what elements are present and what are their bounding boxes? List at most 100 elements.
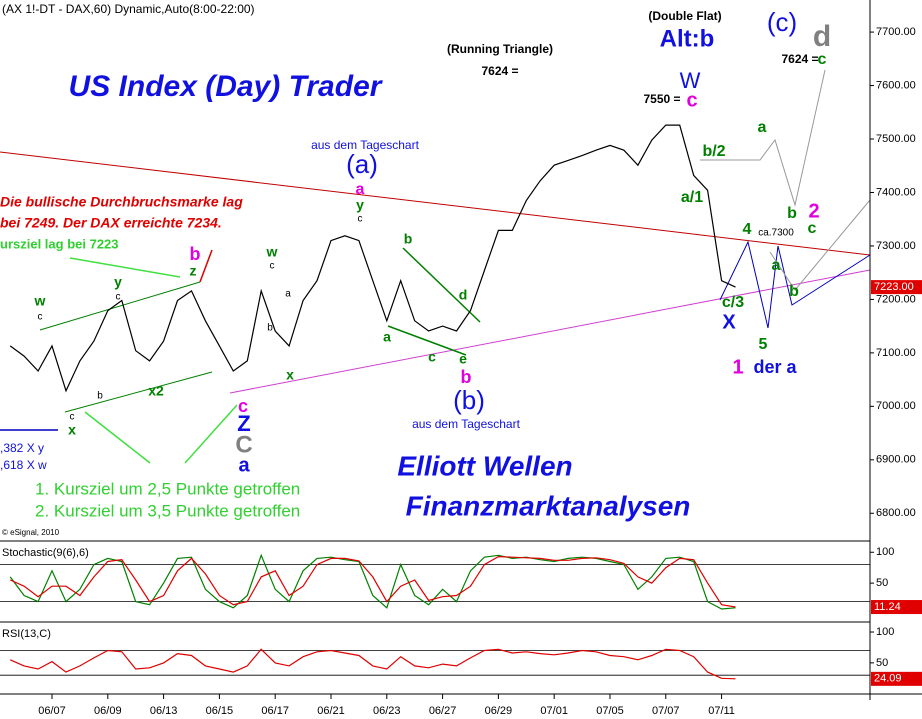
annotation: w	[34, 293, 46, 309]
annotation: ,618 X w	[0, 458, 47, 472]
annotation: a	[285, 289, 291, 300]
annotation: bei 7249. Der DAX erreichte 7234.	[0, 215, 222, 231]
trend-line	[0, 151, 871, 256]
annotation: ,382 X y	[0, 441, 44, 455]
annotation: c	[808, 220, 817, 237]
annotation: (Running Triangle)	[447, 42, 553, 56]
annotation: (Double Flat)	[648, 9, 721, 23]
annotation: a	[772, 257, 781, 274]
x-tick-label: 06/21	[317, 705, 345, 717]
annotation: X	[722, 311, 736, 333]
annotation: y	[356, 197, 364, 213]
annotation: c	[686, 89, 697, 111]
annotation: c/3	[722, 294, 744, 311]
channel-line	[39, 281, 201, 331]
y-tick-label: 6900.00	[876, 454, 916, 466]
annotation: aus dem Tageschart	[311, 138, 420, 152]
annotation: a	[238, 454, 250, 476]
price-line	[9, 553, 736, 610]
annotation: 7550 =	[643, 92, 680, 106]
y-tick-label: 7300.00	[876, 240, 916, 252]
projection	[769, 199, 871, 291]
price-tag-label: 7223.00	[874, 281, 914, 293]
annotation: (b)	[453, 385, 485, 415]
y-tick-label: 7700.00	[876, 26, 916, 38]
price-line	[9, 555, 736, 608]
annotation: z	[190, 263, 197, 279]
annotation: b	[267, 323, 273, 334]
annotation: c	[818, 51, 827, 68]
price-line	[9, 648, 736, 680]
annotation: b	[789, 283, 799, 300]
annotation: c	[116, 292, 121, 303]
annotation: x2	[148, 383, 164, 399]
panel-title: Stochastic(9(6),6)	[2, 547, 89, 559]
x-tick-label: 07/01	[540, 705, 568, 717]
annotation: 7624 =	[781, 52, 818, 66]
arrow	[199, 249, 213, 283]
x-tick-label: 06/07	[38, 705, 66, 717]
annotation: ursziel lag bei 7223	[0, 236, 119, 251]
annotation: c	[70, 412, 75, 423]
annotation: a	[356, 181, 365, 198]
y-tick-label: 100	[876, 626, 894, 638]
triangle-line	[387, 325, 467, 356]
panel-title: (AX 1!-DT - DAX,60) Dynamic,Auto(8:00-22…	[2, 2, 255, 16]
annotation: c	[238, 396, 248, 416]
drawings	[0, 0, 922, 700]
arrow	[184, 404, 238, 464]
annotation: 7624 =	[481, 64, 518, 78]
annotation: Die bullische Durchbruchsmarke lag	[0, 194, 243, 210]
x-tick-label: 06/09	[94, 705, 122, 717]
price-tag	[871, 280, 922, 295]
panel-title: RSI(13,C)	[2, 628, 51, 640]
y-tick-label: 50	[876, 577, 888, 589]
annotation: b	[461, 367, 472, 387]
annotation: c	[358, 214, 363, 225]
annotation: C	[235, 431, 252, 458]
x-tick-label: 06/17	[261, 705, 289, 717]
annotation: aus dem Tageschart	[412, 417, 521, 431]
y-tick-label: 7200.00	[876, 293, 916, 305]
value-tag-label: 24.09	[874, 673, 902, 685]
annotation: c	[38, 312, 43, 323]
x-tick-label: 06/29	[485, 705, 513, 717]
annotation: x	[286, 367, 294, 383]
y-tick-label: 100	[876, 546, 894, 558]
channel-line	[64, 371, 213, 413]
arrow	[84, 411, 151, 464]
annotation: 4	[743, 221, 752, 238]
annotation: 2	[808, 200, 819, 222]
x-tick-label: 06/13	[150, 705, 178, 717]
annotation: x	[68, 422, 76, 438]
annotation: 1	[732, 356, 743, 378]
trend-line	[229, 269, 871, 394]
annotation: a/1	[681, 189, 703, 206]
annotation: c	[270, 261, 275, 272]
projection	[700, 69, 826, 207]
x-tick-label: 06/15	[206, 705, 234, 717]
annotation: (c)	[767, 7, 797, 37]
x-tick-label: 07/11	[708, 705, 735, 717]
annotation: 2. Kursziel um 3,5 Punkte getroffen	[35, 501, 300, 520]
annotation: b	[97, 391, 103, 402]
projection	[719, 240, 871, 329]
arrow	[69, 257, 181, 278]
y-tick-label: 7600.00	[876, 79, 916, 91]
annotation: y	[114, 274, 122, 290]
annotation: b	[787, 205, 797, 222]
annotation: ca.7300	[758, 228, 794, 239]
annotation: c	[428, 349, 436, 365]
value-tag	[871, 671, 922, 686]
annotation: Alt:b	[660, 25, 715, 52]
annotation: Finanzmarktanalysen	[406, 490, 691, 521]
annotation: a	[383, 329, 391, 345]
annotation: W	[680, 68, 701, 93]
triangle-line	[402, 247, 481, 323]
y-tick-label: 6800.00	[876, 507, 916, 519]
annotation: 1. Kursziel um 2,5 Punkte getroffen	[35, 479, 300, 498]
annotation: e	[459, 351, 467, 367]
y-tick-label: 7100.00	[876, 347, 916, 359]
annotation: US Index (Day) Trader	[69, 70, 384, 103]
